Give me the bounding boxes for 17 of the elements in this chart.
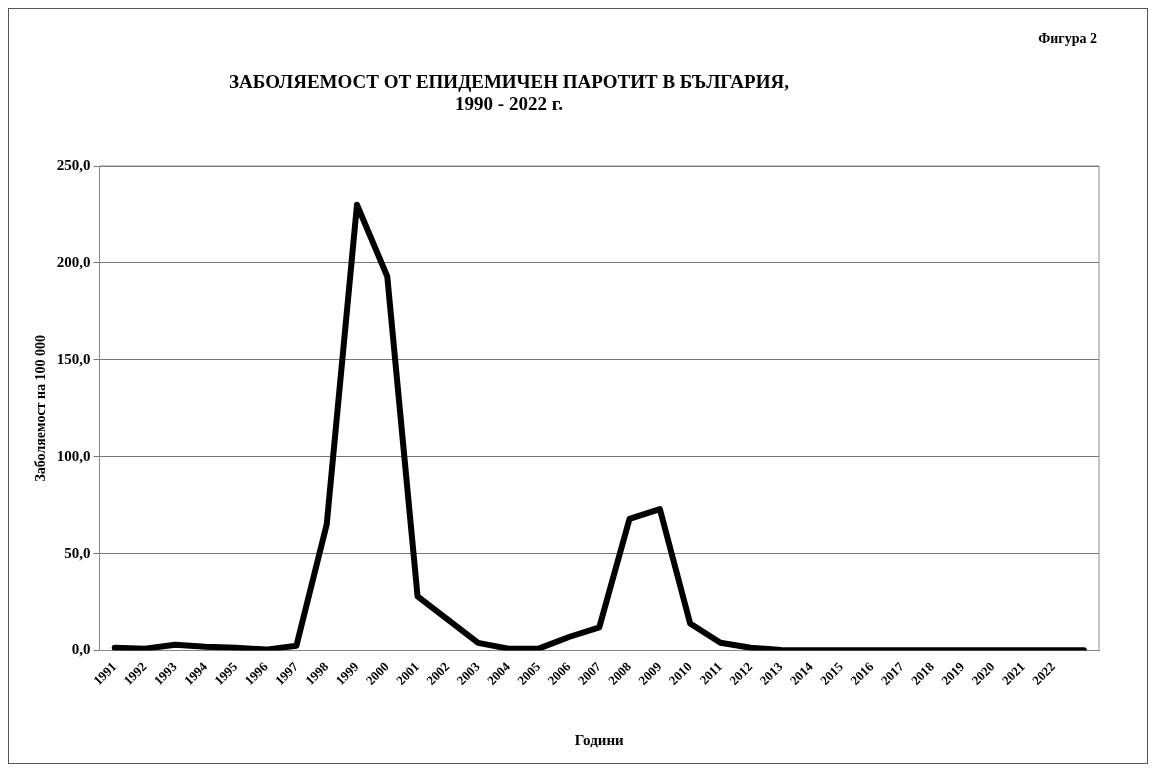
y-tick-label: 50,0 (64, 544, 91, 561)
y-tick-label: 150,0 (56, 350, 91, 367)
x-tick-label: 1993 (150, 658, 181, 688)
x-tick-label: 2003 (453, 658, 483, 688)
chart-title: ЗАБОЛЯЕМОСТ ОТ ЕПИДЕМИЧЕН ПАРОТИТ В БЪЛГАРИЯ, 1990 - 2022 г. (228, 71, 790, 115)
text: Фигура 2 (1038, 31, 1097, 47)
y-tick-label: 100,0 (56, 447, 91, 464)
x-tick-label: 2001 (393, 658, 423, 688)
x-tick-label: 2021 (998, 658, 1028, 688)
y-axis-title: Заболяемост на 100 000 (33, 334, 49, 482)
y-tick-label: 200,0 (56, 253, 91, 270)
x-tick-label: 2019 (938, 658, 968, 688)
y-tick-label: 250,0 (56, 156, 91, 173)
y-tick-label: 0,0 (71, 641, 91, 658)
x-tick-label: 2011 (696, 658, 725, 688)
x-axis-title: Години (574, 731, 625, 748)
x-tick-label: 1991 (90, 658, 120, 688)
